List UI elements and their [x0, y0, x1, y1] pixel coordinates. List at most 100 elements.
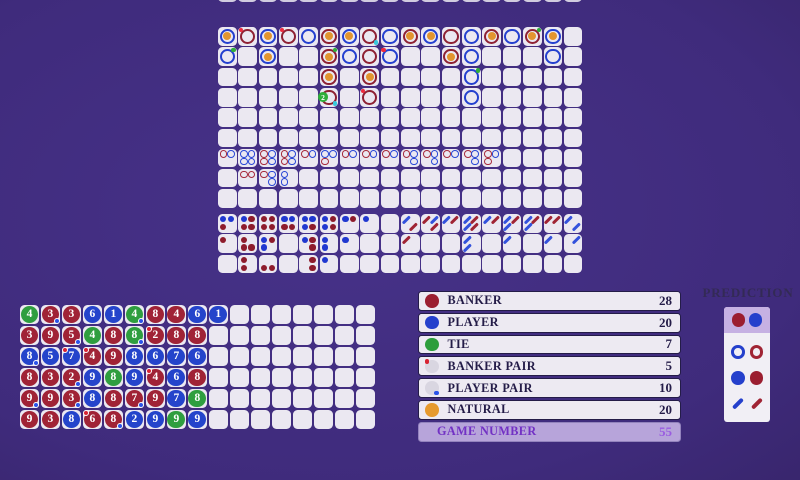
- big-eye-road-cell: [401, 189, 420, 208]
- big-road-cell: [360, 47, 379, 66]
- bead-plate-cell: [313, 346, 333, 366]
- big-road-cell: [340, 27, 359, 46]
- banker-small-dot-icon: [289, 224, 296, 231]
- banker-small-ring-icon: [484, 150, 492, 158]
- player-small-dot-icon: [322, 216, 329, 223]
- big-road-cell: [563, 47, 583, 66]
- bead-plate-cell: [334, 409, 354, 429]
- stat-row-natural: NATURAL 20: [418, 399, 681, 420]
- bead-plate-cell: 3: [40, 305, 61, 325]
- big-road-cell: [401, 27, 420, 46]
- bead-plate-cell: [229, 367, 249, 387]
- big-eye-road-cell: [340, 189, 359, 208]
- banker-pair-dot-icon: [82, 346, 89, 353]
- big-eye-road-cell: [360, 168, 379, 188]
- player-bead: 7: [167, 389, 186, 408]
- bead-plate-cell: 2: [145, 325, 165, 345]
- player-bead: 1: [104, 305, 123, 324]
- big-road-cell: [401, 47, 420, 66]
- board-cell: [279, 0, 298, 3]
- big-road-cell: [543, 27, 563, 46]
- stat-row-player-pair: PLAYER PAIR 10: [418, 378, 681, 398]
- cockroach-road-cell: [543, 234, 563, 253]
- big-road-cell: [543, 128, 563, 148]
- banker-small-dot-icon: [329, 216, 336, 223]
- player-small-ring-icon: [267, 178, 276, 186]
- banker-small-dot-icon: [261, 216, 268, 223]
- banker-bead: 9: [41, 389, 60, 408]
- banker-small-dot-icon: [350, 216, 357, 223]
- big-road-cell: [218, 47, 237, 66]
- big-road-cell: [319, 128, 339, 148]
- bead-plate-cell: 8: [103, 325, 123, 345]
- big-road-cell: [482, 108, 502, 127]
- natural-icon: [548, 32, 557, 41]
- big-road-cell: [340, 108, 359, 127]
- bead-plate-cell: [271, 325, 291, 345]
- big-road-cell: [482, 67, 502, 87]
- board-cell: [360, 0, 379, 3]
- banker-bead: 8: [188, 326, 207, 345]
- bead-plate-cell: [229, 305, 249, 324]
- player-small-dot-icon: [342, 216, 349, 223]
- stat-value: 10: [659, 380, 672, 396]
- cockroach-road-cell: [441, 234, 461, 253]
- big-road-cell: [360, 88, 379, 107]
- small-road-cell: [218, 234, 237, 253]
- bead-plate-cell: 2: [124, 409, 144, 429]
- big-road-cell: [502, 128, 522, 148]
- banker-ring-icon: [321, 48, 337, 65]
- big-road-cell: [421, 128, 441, 148]
- big-road-cell: [299, 47, 318, 66]
- natural-icon: [325, 72, 334, 81]
- big-road-cell: [401, 128, 420, 148]
- banker-small-ring-icon: [382, 150, 391, 158]
- banker-small-dot-icon: [261, 224, 268, 231]
- player-small-dot-icon: [322, 257, 329, 264]
- banker-small-dot-icon: [261, 264, 268, 271]
- stat-value: 20: [659, 401, 672, 417]
- banker-bead: 8: [20, 368, 39, 387]
- natural-icon: [447, 52, 456, 61]
- player-slash-icon: [572, 235, 581, 245]
- bead-plate-cell: 8: [124, 346, 144, 366]
- banker-bead: 7: [125, 389, 145, 409]
- banker-slash-icon: [531, 214, 541, 224]
- small-road-cell: [238, 254, 257, 274]
- bead-plate-cell: 8: [166, 325, 186, 345]
- small-road-cell: [218, 214, 237, 233]
- banker-small-dot-icon: [248, 244, 255, 251]
- player-bead: 6: [146, 347, 165, 366]
- game-number-value: 55: [659, 423, 672, 439]
- big-road-cell: [441, 27, 461, 46]
- big-road-cell: [482, 128, 502, 148]
- big-road-cell: [299, 128, 318, 148]
- big-road-cell: [258, 47, 278, 66]
- cockroach-road-cell: [462, 214, 481, 233]
- banker-small-ring-icon: [301, 150, 309, 158]
- player-pair-dot-icon: [117, 423, 124, 430]
- banker-bead: 8: [188, 368, 207, 387]
- banker-small-ring-icon: [443, 150, 452, 158]
- board-cell: [340, 0, 359, 3]
- cockroach-road-cell: [543, 214, 563, 233]
- player-bead: 8: [20, 347, 40, 367]
- board-cell: [258, 0, 278, 3]
- banker-ring-icon: [321, 69, 337, 85]
- big-eye-road-cell: [299, 148, 318, 168]
- bead-plate-cell: 9: [124, 367, 144, 387]
- player-bead: 5: [41, 347, 60, 366]
- big-road-cell: [238, 128, 257, 148]
- banker-pair-dot-icon: [82, 409, 89, 416]
- big-eye-road-cell: [441, 148, 461, 168]
- banker-small-ring-icon: [219, 150, 228, 158]
- bead-plate-cell: 3: [20, 325, 39, 345]
- stat-label: PLAYER: [447, 315, 499, 330]
- big-eye-road-cell: [299, 168, 318, 188]
- big-road-cell: [380, 128, 400, 148]
- banker-bead: 8: [104, 410, 124, 430]
- cockroach-road-cell: [502, 214, 522, 233]
- player-small-dot-icon: [289, 216, 296, 223]
- big-eye-road-cell: [482, 168, 502, 188]
- big-road-cell: [462, 128, 481, 148]
